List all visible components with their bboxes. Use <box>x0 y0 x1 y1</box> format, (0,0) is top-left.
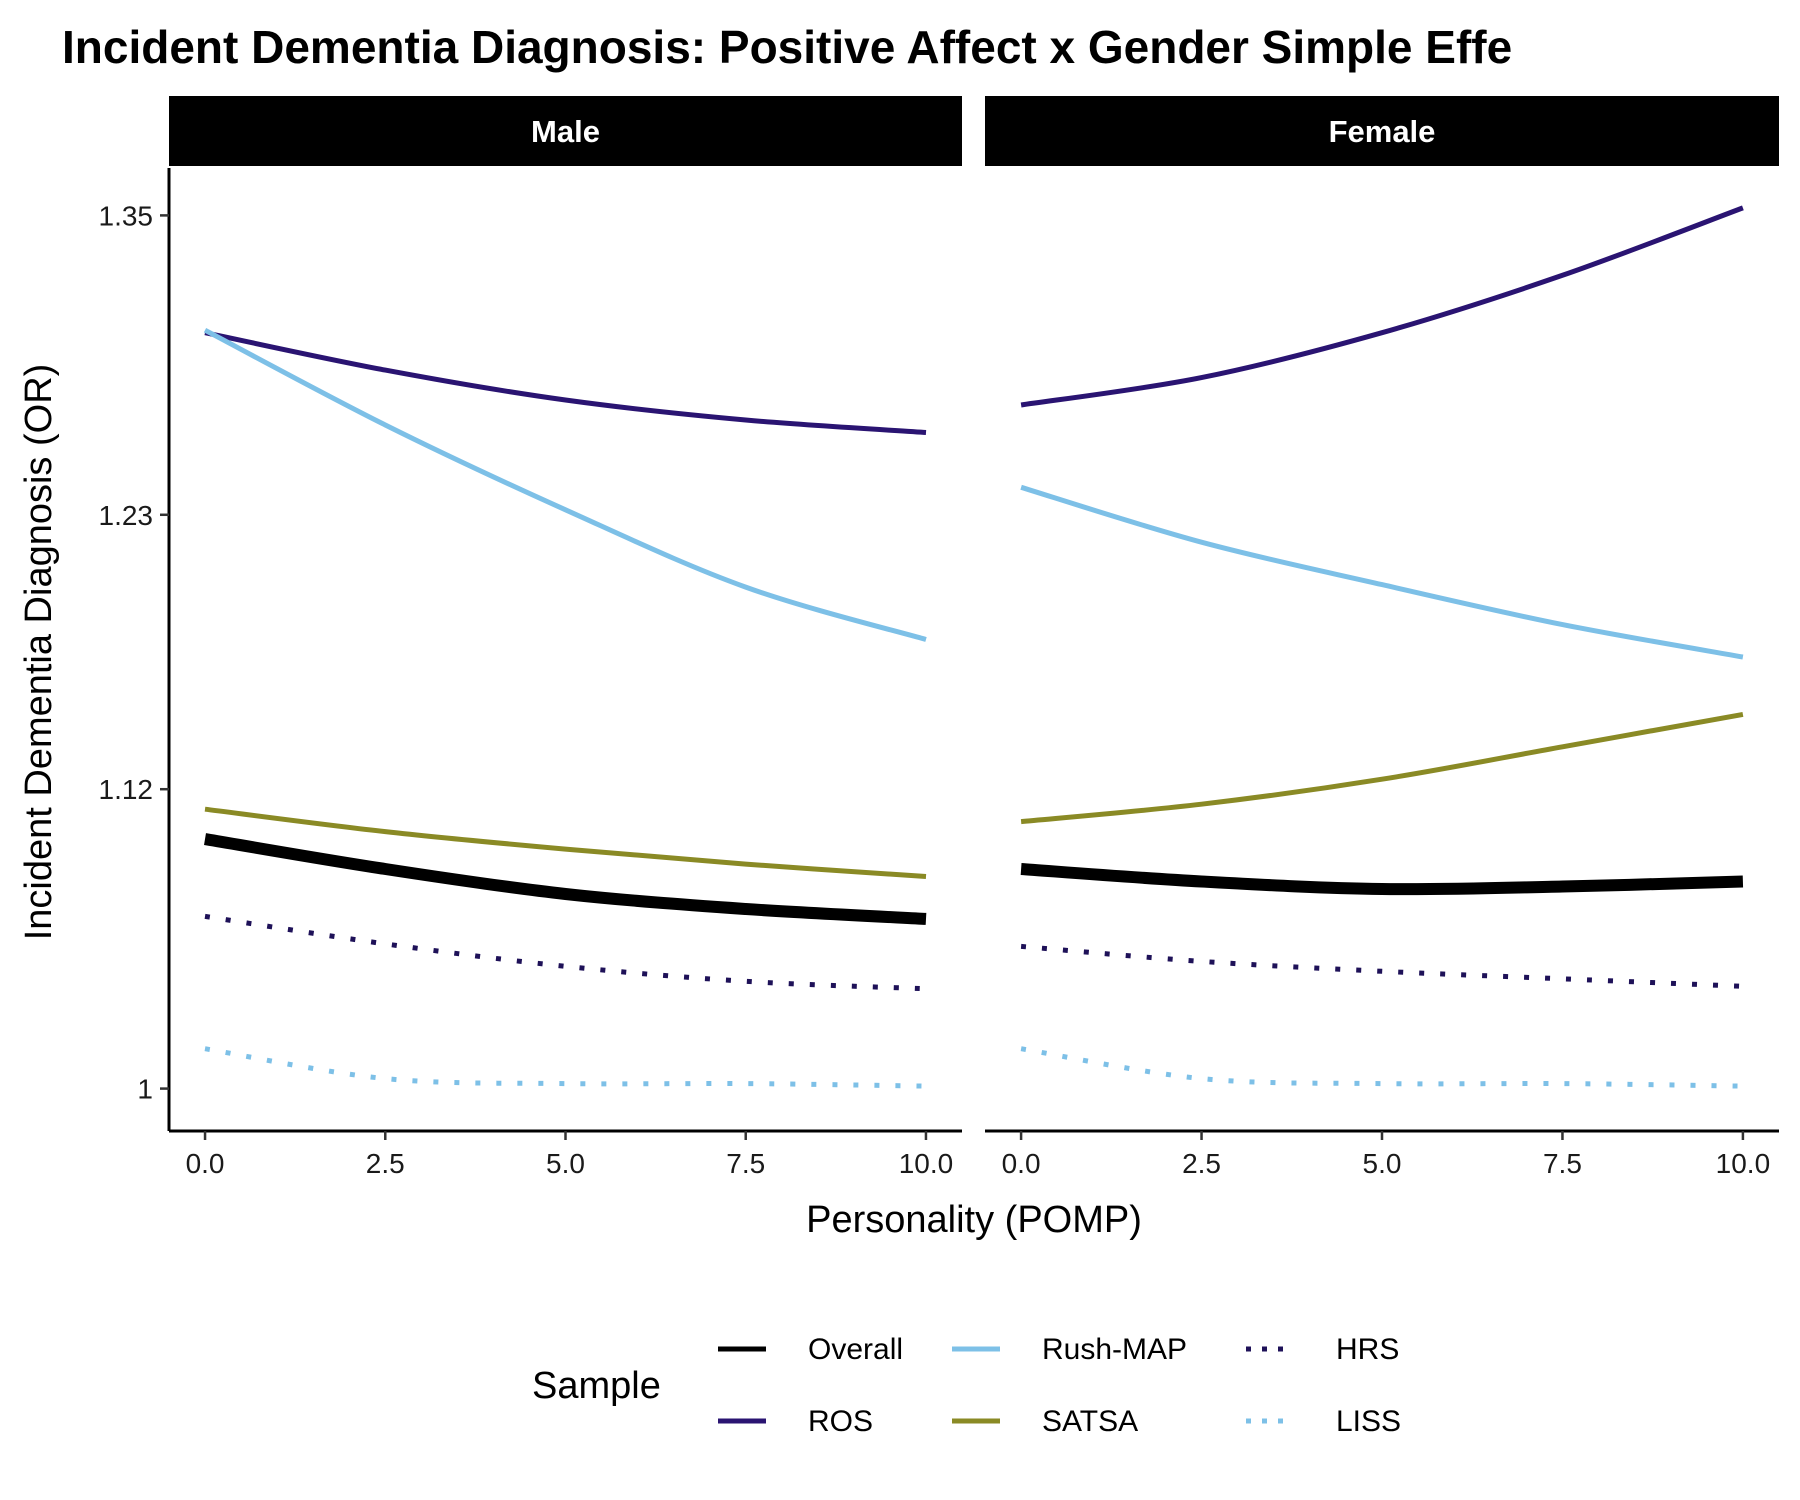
series-line-ros-male <box>204 330 927 435</box>
series-line-rush-map-male <box>203 327 927 642</box>
facet-label-female: Female <box>1329 114 1436 149</box>
legend-label-hrs: HRS <box>1336 1333 1399 1366</box>
axes: 0.0 2.5 5.0 7.5 10.0 1 1.12 1.23 1.35 0.0 2.5 5.0 7.… <box>99 168 1779 1179</box>
series-line-ros-female <box>1020 205 1744 408</box>
legend-title: Sample <box>532 1365 661 1407</box>
legend-label-ros: ROS <box>808 1405 873 1438</box>
chart-title: Incident Dementia Diagnosis: Positive Af… <box>62 21 1512 73</box>
legend-label-satsa: SATSA <box>1042 1405 1138 1438</box>
y-tick-label: 1.35 <box>99 200 154 231</box>
x-tick-label-male: 2.5 <box>366 1148 405 1179</box>
series-layer <box>203 205 1744 1089</box>
x-tick-label-female: 7.5 <box>1543 1148 1582 1179</box>
x-tick-label-female: 2.5 <box>1182 1148 1221 1179</box>
legend: Sample Overall ROS Rush-MAP SATSA HRS LISS <box>532 1333 1401 1438</box>
series-line-overall-male <box>204 833 927 925</box>
x-tick-label-male: 0.0 <box>186 1148 225 1179</box>
legend-label-liss: LISS <box>1336 1405 1401 1438</box>
x-tick-label-female: 5.0 <box>1363 1148 1402 1179</box>
facet-label-male: Male <box>531 114 600 149</box>
series-line-liss-male <box>204 1046 927 1089</box>
legend-label-rush-map: Rush-MAP <box>1042 1333 1187 1366</box>
series-line-hrs-female <box>1020 943 1743 989</box>
facet-strips: Male Female <box>169 96 1779 166</box>
series-line-satsa-female <box>1020 711 1744 825</box>
series-line-hrs-male <box>204 913 927 992</box>
series-line-rush-map-female <box>1020 484 1744 660</box>
x-tick-label-female: 0.0 <box>1002 1148 1041 1179</box>
legend-label-overall: Overall <box>808 1333 903 1366</box>
x-tick-label-female: 10.0 <box>1716 1148 1771 1179</box>
x-tick-label-male: 10.0 <box>899 1148 954 1179</box>
x-axis-title: Personality (POMP) <box>806 1199 1142 1241</box>
x-tick-label-male: 5.0 <box>546 1148 585 1179</box>
y-tick-label: 1.23 <box>99 500 154 531</box>
y-axis-title: Incident Dementia Diagnosis (OR) <box>18 364 60 941</box>
x-tick-label-male: 7.5 <box>726 1148 765 1179</box>
y-tick-label: 1 <box>137 1074 153 1105</box>
facet-strip-male <box>169 96 962 166</box>
series-line-liss-female <box>1020 1046 1743 1089</box>
series-line-overall-female <box>1020 863 1744 896</box>
facet-strip-female <box>985 96 1779 166</box>
series-line-satsa-male <box>204 806 927 879</box>
y-tick-label: 1.12 <box>99 774 154 805</box>
